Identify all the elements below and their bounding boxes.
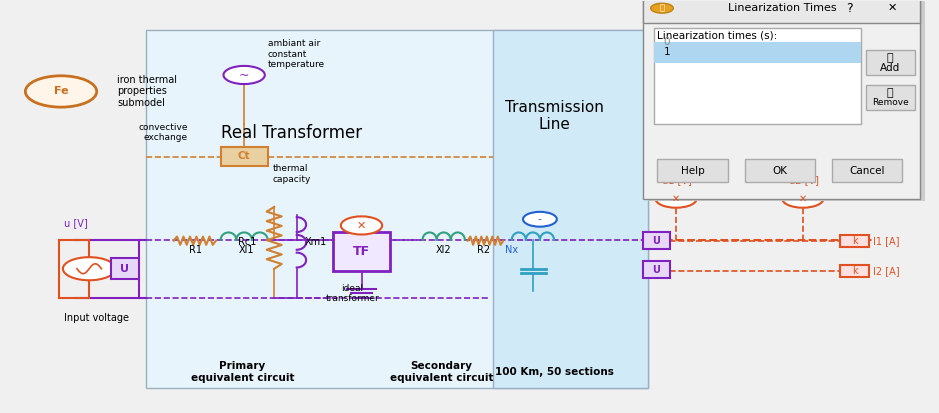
Circle shape bbox=[655, 190, 697, 208]
Bar bbox=[493, 30, 648, 388]
Bar bbox=[866, 85, 915, 110]
Text: R1: R1 bbox=[189, 245, 202, 255]
Text: -: - bbox=[538, 214, 542, 224]
Bar bbox=[643, 0, 920, 24]
Text: Xl1: Xl1 bbox=[239, 245, 254, 255]
Text: ambiant air
constant
temperature: ambiant air constant temperature bbox=[268, 40, 325, 69]
Text: OK: OK bbox=[773, 166, 787, 176]
Bar bbox=[654, 42, 861, 63]
Text: U: U bbox=[653, 236, 660, 246]
Text: ✕: ✕ bbox=[357, 221, 366, 230]
Bar bbox=[840, 265, 869, 277]
Text: 0: 0 bbox=[664, 37, 670, 47]
Text: Real Transformer: Real Transformer bbox=[221, 123, 362, 142]
Text: iron thermal
properties
submodel: iron thermal properties submodel bbox=[117, 75, 177, 108]
Text: U: U bbox=[120, 264, 130, 274]
Circle shape bbox=[63, 257, 115, 280]
Circle shape bbox=[523, 212, 557, 227]
Bar bbox=[654, 28, 861, 124]
Text: Cancel: Cancel bbox=[850, 166, 885, 176]
Text: ✕: ✕ bbox=[672, 194, 680, 204]
Text: Remove: Remove bbox=[871, 98, 909, 107]
Circle shape bbox=[341, 216, 382, 235]
Text: Rc1: Rc1 bbox=[238, 237, 256, 247]
Text: Xm1: Xm1 bbox=[305, 237, 328, 247]
Text: Linearization Times: Linearization Times bbox=[728, 3, 837, 13]
Text: ~: ~ bbox=[239, 69, 250, 81]
Bar bbox=[643, 233, 670, 249]
Bar bbox=[146, 30, 648, 388]
Text: ⏱: ⏱ bbox=[659, 4, 665, 13]
Bar bbox=[745, 159, 815, 182]
Text: ✕: ✕ bbox=[887, 3, 897, 13]
Text: Secondary
equivalent circuit: Secondary equivalent circuit bbox=[390, 361, 493, 382]
Text: thermal
capacity: thermal capacity bbox=[272, 164, 311, 184]
Circle shape bbox=[651, 3, 673, 13]
Text: 1: 1 bbox=[664, 47, 670, 57]
Text: TF: TF bbox=[353, 245, 370, 258]
Text: ?: ? bbox=[846, 2, 854, 15]
Bar bbox=[643, 0, 920, 199]
Bar bbox=[648, 0, 925, 201]
Text: u1 [V]: u1 [V] bbox=[662, 175, 692, 185]
Text: Fe: Fe bbox=[54, 86, 69, 97]
Bar bbox=[333, 232, 390, 271]
Text: ideal
transformer: ideal transformer bbox=[325, 284, 379, 303]
Text: 100 Km, 50 sections: 100 Km, 50 sections bbox=[495, 367, 613, 377]
Text: k: k bbox=[852, 236, 857, 246]
Circle shape bbox=[25, 76, 97, 107]
Circle shape bbox=[223, 66, 265, 84]
Bar bbox=[221, 147, 268, 166]
Text: U: U bbox=[653, 265, 660, 275]
Text: Ct: Ct bbox=[238, 151, 251, 161]
Text: u [V]: u [V] bbox=[64, 218, 87, 228]
Text: Primary
equivalent circuit: Primary equivalent circuit bbox=[191, 361, 294, 382]
Text: 📄: 📄 bbox=[886, 88, 894, 98]
Text: I2 [A]: I2 [A] bbox=[873, 266, 900, 276]
Text: Transmission
Line: Transmission Line bbox=[504, 100, 604, 133]
Text: Nx: Nx bbox=[505, 245, 518, 255]
Bar bbox=[643, 261, 670, 278]
Text: ✕: ✕ bbox=[799, 194, 807, 204]
Circle shape bbox=[782, 190, 824, 208]
Text: Add: Add bbox=[880, 62, 901, 73]
Bar bbox=[840, 235, 869, 247]
Bar bbox=[832, 159, 902, 182]
Text: R2: R2 bbox=[477, 245, 490, 255]
Text: Help: Help bbox=[681, 166, 704, 176]
Text: Input voltage: Input voltage bbox=[64, 313, 129, 323]
Bar bbox=[111, 259, 139, 279]
Text: 📄: 📄 bbox=[886, 53, 894, 63]
Text: I1 [A]: I1 [A] bbox=[873, 236, 900, 246]
Bar bbox=[866, 50, 915, 75]
Text: convective
exchange: convective exchange bbox=[138, 123, 188, 142]
Text: Linearization times (s):: Linearization times (s): bbox=[657, 31, 777, 41]
Bar bbox=[657, 159, 728, 182]
Text: Xl2: Xl2 bbox=[436, 245, 451, 255]
Text: k: k bbox=[852, 266, 857, 276]
Text: u2 [V]: u2 [V] bbox=[789, 175, 819, 185]
